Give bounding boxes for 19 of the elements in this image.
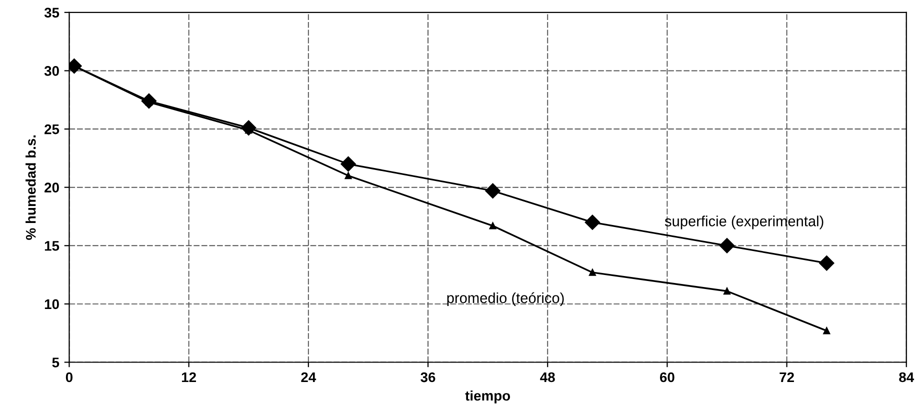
x-tick-label: 48 <box>540 372 555 382</box>
y-tick-label: 25 <box>44 124 60 134</box>
y-axis-title: % humedad b.s. <box>26 135 36 240</box>
y-tick-label: 20 <box>44 182 59 193</box>
x-tick-label: 84 <box>899 372 914 382</box>
x-tick-label: 0 <box>66 372 73 382</box>
y-tick-label: 30 <box>44 66 59 76</box>
x-tick-label: 36 <box>420 372 436 382</box>
series-label: superficie (experimental) <box>664 216 824 230</box>
x-tick-label: 60 <box>660 372 674 382</box>
x-tick-label: 12 <box>182 372 196 382</box>
y-tick-label: 10 <box>44 299 59 310</box>
x-tick-label: 72 <box>780 372 794 382</box>
x-tick-label: 24 <box>301 372 316 382</box>
x-axis-title: tiempo <box>465 390 510 404</box>
y-tick-label: 5 <box>52 358 60 368</box>
text: promedio (teórico) <box>447 292 564 306</box>
y-tick-label: 35 <box>44 8 60 18</box>
y-tick-label: 15 <box>44 241 60 251</box>
